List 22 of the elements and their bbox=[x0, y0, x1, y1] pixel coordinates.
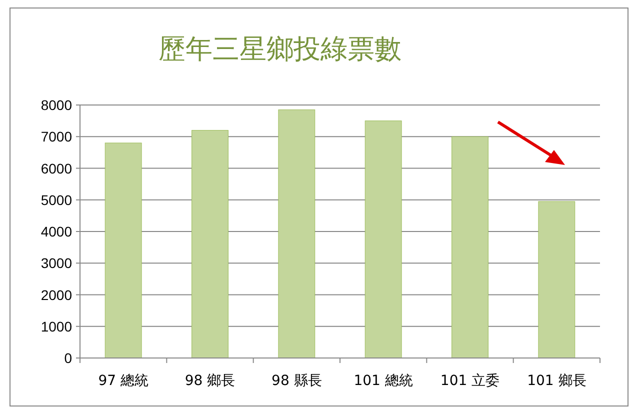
y-tick-label: 4000 bbox=[40, 224, 72, 240]
bar bbox=[452, 136, 488, 358]
bar bbox=[278, 109, 316, 358]
chart-title: 歷年三星鄉投綠票數 bbox=[158, 34, 402, 65]
y-tick-label: 5000 bbox=[40, 192, 72, 208]
x-tick-label: 101 總統 bbox=[354, 373, 413, 389]
y-tick-label: 0 bbox=[64, 350, 72, 366]
y-tick-label: 3000 bbox=[40, 255, 72, 272]
x-tick-label: 97 總統 bbox=[98, 373, 148, 389]
y-tick-label: 6000 bbox=[40, 160, 72, 176]
bar bbox=[104, 142, 142, 358]
bar bbox=[192, 130, 228, 358]
y-tick-label: 1000 bbox=[40, 318, 72, 334]
bar bbox=[538, 201, 576, 358]
y-tick-label: 2000 bbox=[40, 286, 72, 303]
bar bbox=[364, 120, 402, 358]
x-tick-label: 101 鄉長 bbox=[527, 373, 586, 389]
x-tick-label: 101 立委 bbox=[440, 373, 500, 389]
y-tick-label: 8000 bbox=[40, 97, 72, 113]
x-tick-label: 98 鄉長 bbox=[184, 373, 236, 389]
y-tick-label: 7000 bbox=[40, 128, 72, 145]
x-tick-label: 98 縣長 bbox=[272, 373, 322, 389]
